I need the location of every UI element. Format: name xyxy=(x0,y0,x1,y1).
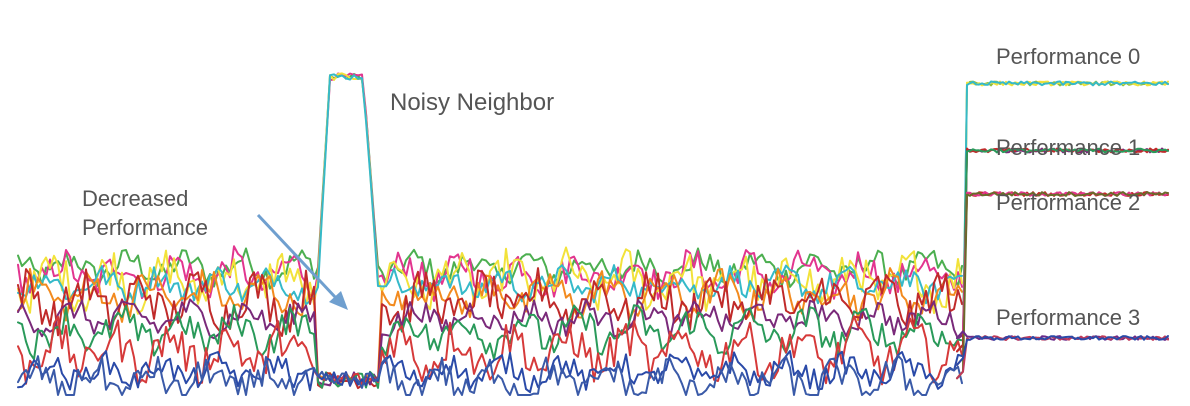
tier-3-line-2 xyxy=(956,335,1169,366)
tier-1-line-0 xyxy=(956,147,1169,366)
label-performance-1: Performance 1 xyxy=(996,135,1140,160)
series-layer xyxy=(17,72,1169,396)
label-performance-3: Performance 3 xyxy=(996,305,1140,330)
label-performance-2: Performance 2 xyxy=(996,190,1140,215)
annotation-decreased-line2: Performance xyxy=(82,215,208,240)
series-line-8 xyxy=(17,315,963,387)
tier-2-line-2 xyxy=(956,191,1169,380)
tier-0-line-0 xyxy=(956,80,1169,380)
series-line-7 xyxy=(17,304,963,389)
annotation-decreased-line1: Decreased xyxy=(82,186,188,211)
tier-1-line-2 xyxy=(956,147,1169,340)
series-line-10 xyxy=(17,354,963,396)
series-line-5 xyxy=(17,267,963,390)
annotation-noisy-neighbor: Noisy Neighbor xyxy=(390,89,554,116)
series-line-2 xyxy=(17,72,963,315)
tier-3-line-1 xyxy=(956,335,1169,380)
tier-0-line-2 xyxy=(956,80,1169,353)
label-performance-0: Performance 0 xyxy=(996,44,1140,69)
decreased-arrow xyxy=(256,213,348,310)
